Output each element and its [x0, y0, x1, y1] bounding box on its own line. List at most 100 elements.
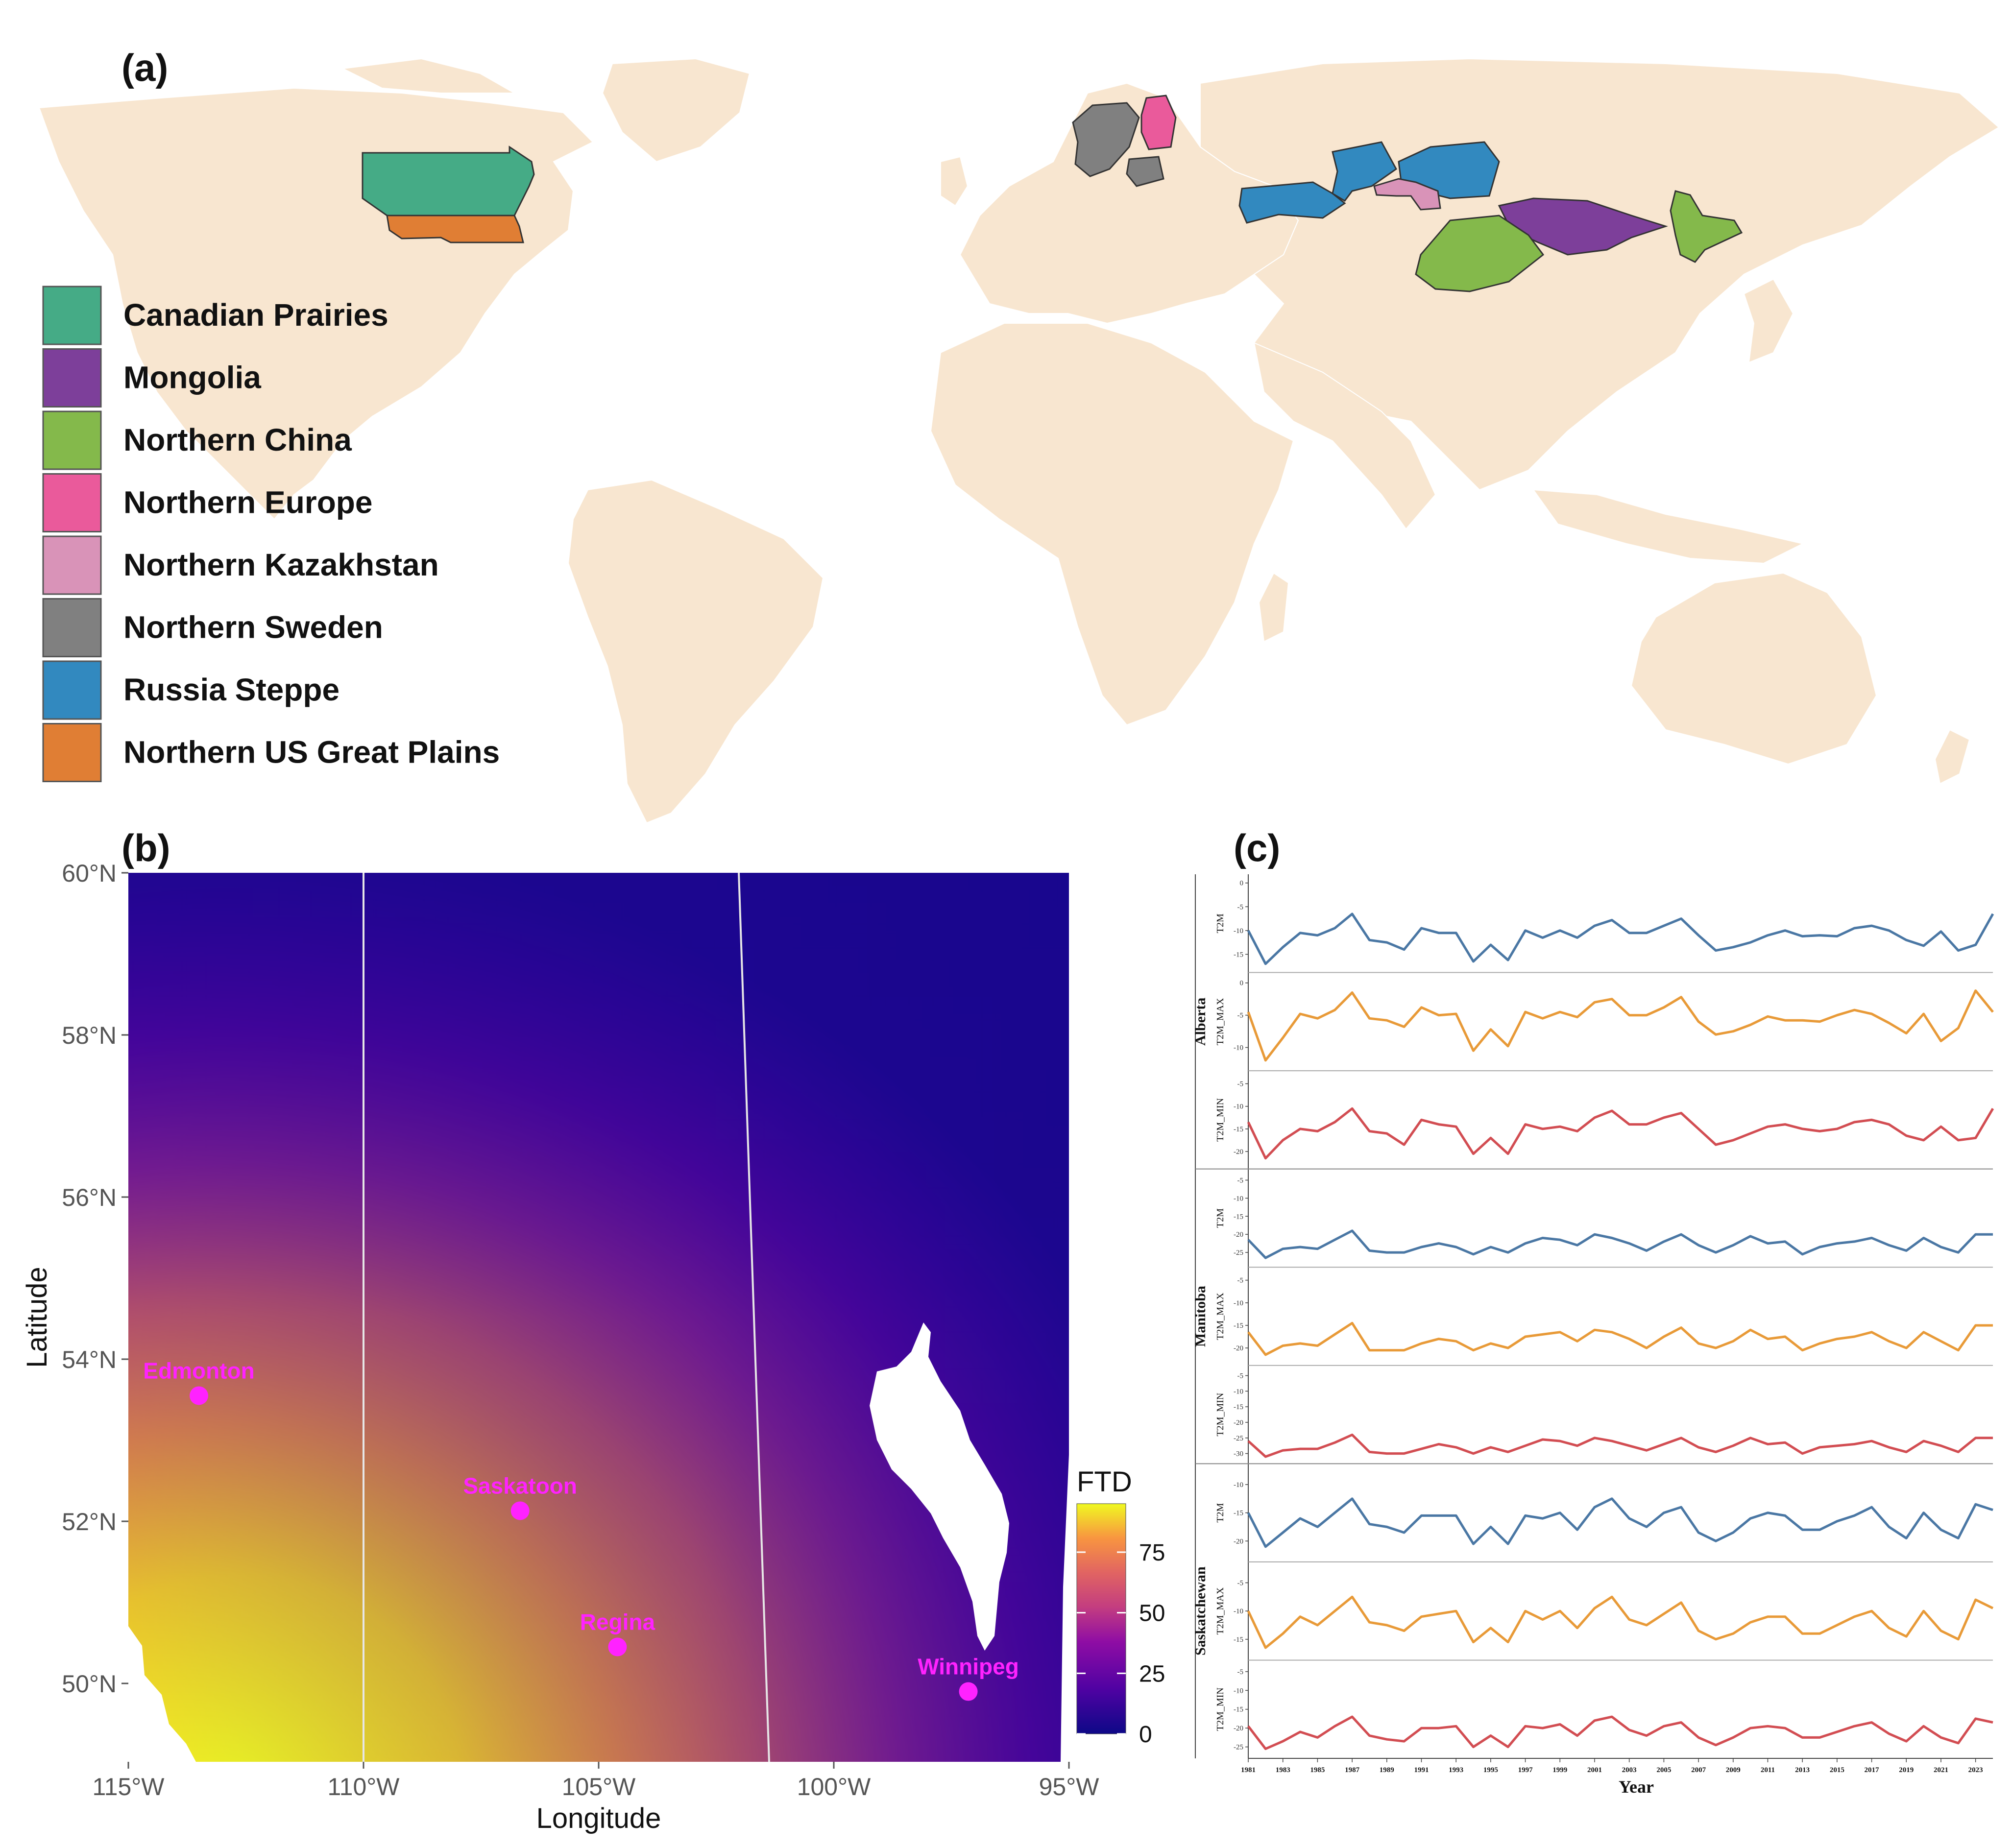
- lat-tick-label: 52°N: [62, 1508, 117, 1536]
- ftd-raster-east-shade: [128, 873, 1069, 1762]
- x-tick-label: 1995: [1483, 1766, 1498, 1774]
- y-tick-label: -15: [1234, 1636, 1243, 1644]
- lat-tick-label: 58°N: [62, 1022, 117, 1049]
- x-tick-label: 2011: [1761, 1766, 1775, 1774]
- lat-tick-label: 50°N: [62, 1670, 117, 1698]
- region-northern-us-great-plains: [386, 215, 524, 243]
- series-line-t2m-max: [1247, 1321, 1993, 1356]
- landmass-japan: [1743, 278, 1794, 363]
- legend-swatch: [42, 598, 102, 657]
- x-tick-label: 1981: [1241, 1766, 1256, 1774]
- y-tick-label: -20: [1234, 1419, 1243, 1427]
- x-tick-label: 1987: [1345, 1766, 1360, 1774]
- y-tick-label: -10: [1234, 1608, 1243, 1615]
- x-tick-label: 1983: [1276, 1766, 1290, 1774]
- series-line-t2m-min: [1247, 1107, 1994, 1160]
- landmass-arctic-islands: [341, 58, 516, 94]
- x-tick-label: 2023: [1968, 1766, 1983, 1774]
- legend-swatch: [42, 723, 102, 782]
- legend-swatch: [42, 473, 102, 532]
- lon-tick-label: 105°W: [562, 1773, 636, 1800]
- landmass-southeast-asia: [1532, 489, 1804, 564]
- legend-swatch: [42, 535, 102, 595]
- lon-tick-label: 95°W: [1039, 1773, 1100, 1800]
- region-russia-steppe-west: [1238, 181, 1346, 224]
- y-tick-label: -15: [1234, 1510, 1243, 1517]
- y-tick-label: -10: [1234, 1299, 1243, 1307]
- panel-label-b: (b): [121, 826, 170, 869]
- x-tick-label: 2005: [1656, 1766, 1671, 1774]
- border-saskatchewan-manitoba: [738, 872, 770, 1762]
- series-line-t2m-max: [1247, 989, 1994, 1062]
- y-tick-label: -15: [1234, 1706, 1243, 1714]
- x-tick-label: 2007: [1691, 1766, 1706, 1774]
- y-tick-label: -25: [1234, 1435, 1243, 1442]
- x-tick-label: 2009: [1726, 1766, 1741, 1774]
- map-b-axes: 60°N 58°N 56°N 54°N 52°N 50°N 115°W 110°W 105°W 1…: [21, 860, 1099, 1834]
- lon-tick-label: 110°W: [328, 1773, 400, 1800]
- y-tick-label: -15: [1234, 1403, 1243, 1411]
- x-tick-label: 1997: [1518, 1766, 1533, 1774]
- landmass-arabia-india: [1253, 342, 1436, 530]
- region-northern-sweden: [1072, 102, 1140, 177]
- ftd-heatmap: [128, 872, 1088, 1762]
- variable-label: T2M_MAX: [1215, 1293, 1226, 1340]
- region-northern-kazakhstan: [1373, 178, 1441, 211]
- lake-winnipeg: [870, 1322, 1009, 1651]
- map-b-xlabel: Longitude: [536, 1802, 661, 1834]
- x-tick-label: 1985: [1310, 1766, 1325, 1774]
- legend-swatch: [42, 348, 102, 408]
- colorbar-tick-label: 50: [1139, 1601, 1165, 1627]
- colorbar-title: FTD: [1077, 1466, 1132, 1498]
- lon-tick-label: 100°W: [797, 1773, 871, 1800]
- variable-label: T2M_MAX: [1215, 1587, 1226, 1634]
- y-tick-label: -15: [1234, 1213, 1243, 1221]
- city-label: Edmonton: [143, 1358, 254, 1383]
- series-line-t2m-max: [1247, 1595, 1994, 1649]
- lat-tick-label: 56°N: [62, 1184, 117, 1211]
- region-northern-china-west: [1415, 215, 1545, 292]
- x-tick-label: 1993: [1449, 1766, 1463, 1774]
- region-northern-europe: [1140, 95, 1177, 150]
- landmass-madagascar: [1258, 572, 1289, 643]
- landmass-africa: [930, 323, 1294, 726]
- lat-tick-label: 60°N: [62, 860, 117, 887]
- timeseries-chart: AlbertaT2M0-5-10-15T2M_MAX0-5-10T2M_MIN-…: [1192, 874, 1994, 1797]
- legend-label: Northern Europe: [123, 485, 372, 520]
- variable-label: T2M_MIN: [1215, 1098, 1226, 1142]
- colorbar-tick-label: 75: [1139, 1540, 1165, 1566]
- landmass-new-zealand: [1934, 729, 1970, 785]
- region-northern-sweden-south: [1126, 156, 1164, 187]
- variable-label: T2M: [1215, 1208, 1226, 1228]
- landmass-south-america: [567, 479, 824, 824]
- y-tick-label: -15: [1234, 1322, 1243, 1330]
- region-label: Saskatchewan: [1192, 1566, 1209, 1656]
- map-b-cities: Edmonton Saskatoon Regina Winnipeg: [143, 1358, 1019, 1701]
- variable-label: T2M_MAX: [1215, 998, 1226, 1045]
- lat-tick-label: 54°N: [62, 1346, 117, 1373]
- y-tick-label: -25: [1234, 1744, 1243, 1752]
- y-tick-label: -5: [1237, 1080, 1244, 1088]
- variable-label: T2M: [1215, 1503, 1226, 1522]
- y-tick-label: -20: [1234, 1725, 1243, 1732]
- region-label: Manitoba: [1192, 1286, 1209, 1347]
- x-tick-label: 2013: [1795, 1766, 1810, 1774]
- y-tick-label: -5: [1237, 1277, 1244, 1285]
- city-label: Saskatoon: [463, 1473, 577, 1498]
- y-tick-label: -5: [1237, 1176, 1244, 1184]
- y-tick-label: -5: [1237, 1579, 1244, 1587]
- x-tick-label: 2001: [1587, 1766, 1602, 1774]
- city-marker: [190, 1386, 208, 1405]
- landmass-uk: [940, 156, 969, 207]
- region-label: Alberta: [1192, 998, 1209, 1046]
- city-marker: [959, 1682, 978, 1701]
- legend-label: Northern Sweden: [123, 610, 383, 645]
- y-tick-label: -20: [1234, 1148, 1243, 1156]
- colorbar-tick-label: 25: [1139, 1661, 1165, 1687]
- variable-label: T2M_MIN: [1215, 1393, 1226, 1437]
- x-tick-label: 2015: [1830, 1766, 1844, 1774]
- legend-label: Northern US Great Plains: [123, 735, 500, 770]
- legend-swatch: [42, 286, 102, 345]
- legend-label: Northern Kazakhstan: [123, 547, 439, 582]
